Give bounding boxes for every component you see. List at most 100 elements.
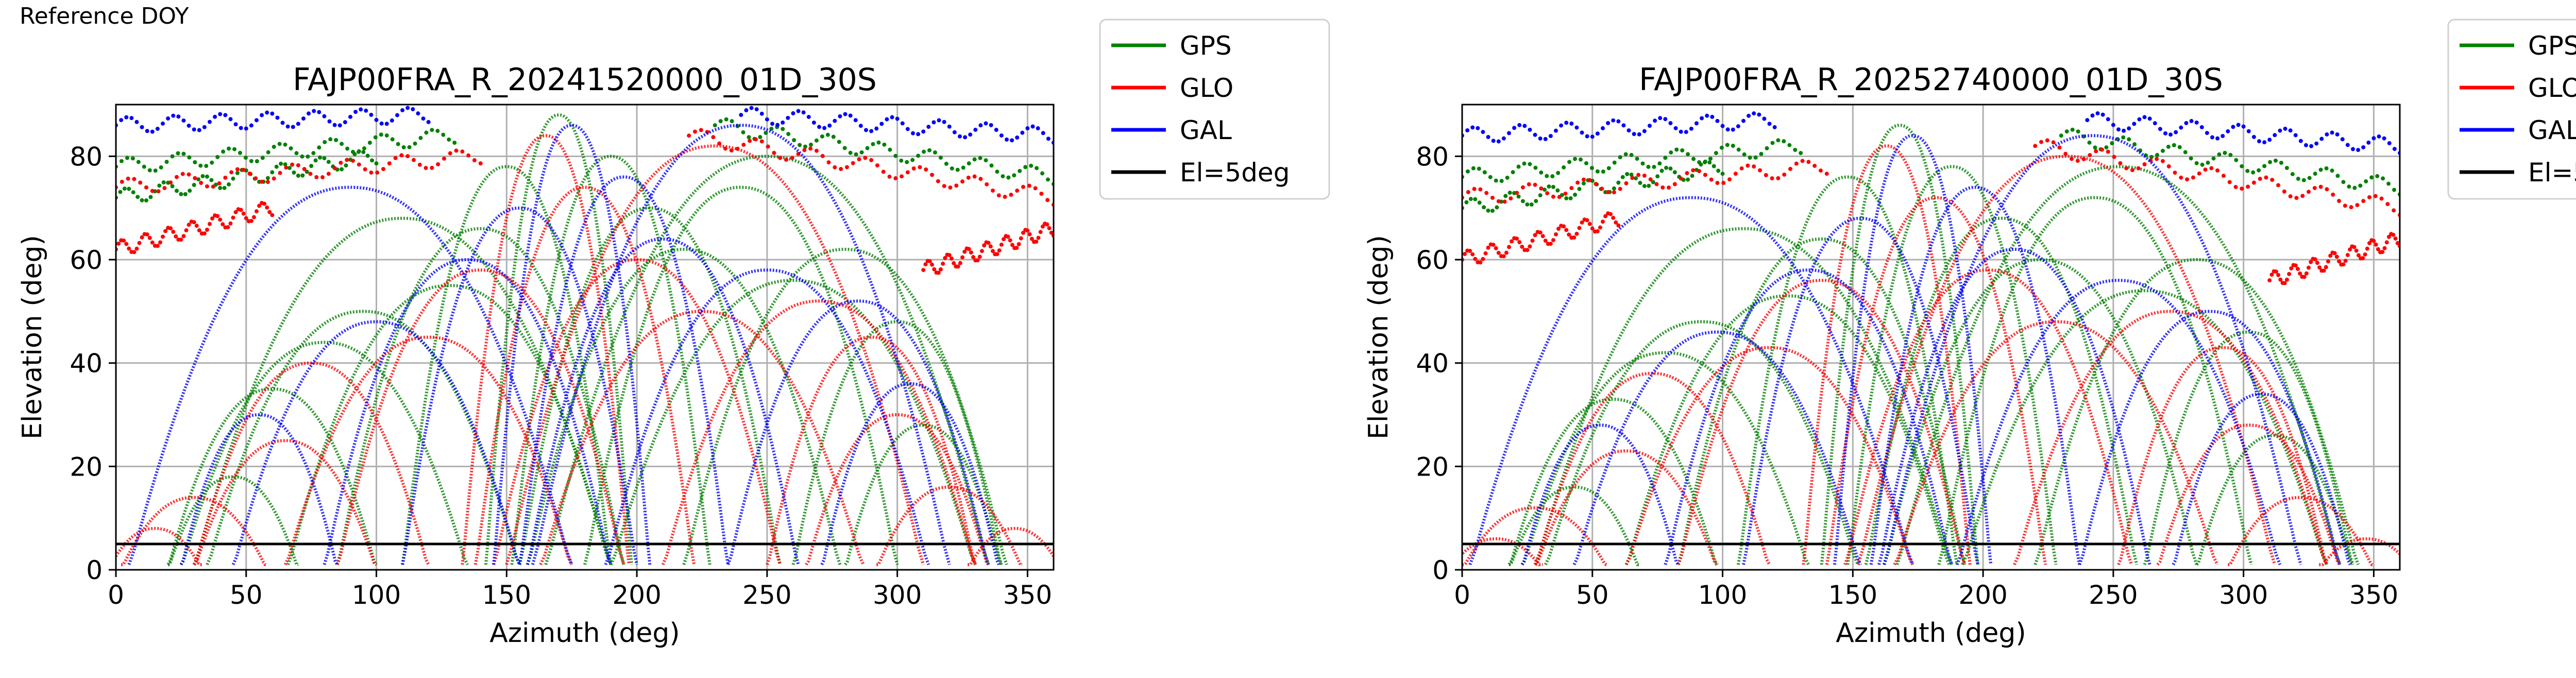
track-point [2304, 271, 2309, 276]
track-point [2122, 128, 2126, 133]
track-point [865, 146, 870, 150]
track-point [2076, 129, 2080, 134]
track-point [1478, 187, 1483, 192]
satellite-track [193, 361, 430, 566]
track-point [1551, 184, 1555, 189]
track-point [155, 126, 160, 131]
track-point [961, 165, 965, 170]
x-tick-label: 50 [1576, 580, 1609, 610]
track-point [158, 240, 162, 245]
track-point [283, 142, 287, 147]
satellite-track [1462, 506, 1608, 566]
track-point [975, 258, 980, 263]
legend: GPS GLO GAL El=5deg [1099, 19, 1330, 200]
track-point [2127, 137, 2131, 142]
track-point [1685, 171, 1689, 176]
satellite-track [518, 206, 782, 565]
track-point [890, 115, 894, 120]
track-point [1545, 191, 1550, 196]
track-point [967, 247, 971, 251]
track-point [320, 175, 325, 180]
track-point [244, 126, 248, 131]
track-point [2226, 129, 2230, 133]
track-point [948, 185, 953, 190]
track-point [213, 114, 217, 119]
track-point [1543, 239, 1548, 243]
track-point [2386, 234, 2391, 239]
satellite-track [820, 382, 1001, 566]
track-point [1470, 125, 1475, 130]
track-point [2121, 135, 2126, 140]
track-point [996, 193, 1001, 198]
track-point [266, 150, 270, 155]
track-point [2282, 189, 2286, 194]
track-point [1752, 111, 1756, 116]
track-point [991, 188, 995, 193]
track-point [941, 261, 945, 266]
legend-label: GLO [1180, 73, 1233, 103]
track-point [1572, 235, 1577, 240]
track-point [1653, 118, 1657, 123]
satellite-track [1676, 279, 1967, 565]
track-point [2392, 188, 2397, 192]
track-point [1545, 174, 1549, 178]
track-point [1691, 157, 1696, 161]
track-point [168, 180, 173, 185]
track-point [1515, 236, 1519, 241]
track-point [312, 109, 316, 113]
track-point [833, 118, 837, 123]
track-point [952, 261, 956, 265]
track-point [1606, 166, 1611, 171]
track-point [2314, 141, 2319, 146]
track-point [1579, 157, 1583, 162]
track-point [265, 176, 270, 180]
track-point [1507, 245, 1511, 249]
track-point [417, 162, 422, 167]
track-point [1614, 220, 1618, 225]
track-point [848, 113, 853, 118]
track-point [1612, 190, 1616, 195]
track-point [2345, 252, 2350, 257]
series-gal [116, 106, 1054, 566]
track-point [1529, 202, 1534, 207]
track-point [1587, 222, 1592, 226]
track-point [2337, 199, 2342, 204]
track-point [2319, 137, 2324, 141]
track-point [1539, 186, 1544, 191]
track-point [379, 132, 383, 137]
track-point [759, 139, 764, 144]
track-point [1624, 181, 1629, 185]
track-point [238, 150, 242, 155]
track-point [209, 178, 214, 182]
track-point [2070, 127, 2075, 132]
track-point [1629, 152, 1634, 157]
track-point [2318, 184, 2323, 189]
track-point [1520, 185, 1525, 190]
track-point [1477, 166, 1481, 171]
track-point [1046, 137, 1050, 141]
y-tick-label: 80 [70, 142, 103, 172]
track-point [1473, 257, 1478, 261]
track-point [978, 177, 983, 181]
track-point [1551, 238, 1555, 243]
track-point [2267, 278, 2272, 283]
track-point [772, 150, 776, 155]
track-point [1538, 136, 1543, 141]
satellite-track [335, 227, 625, 565]
track-point [1547, 184, 1551, 189]
track-point [859, 150, 864, 155]
track-point [2158, 127, 2162, 131]
track-point [2116, 127, 2121, 132]
track-point [1491, 243, 1496, 247]
track-point [2382, 136, 2386, 141]
track-point [2217, 152, 2222, 157]
track-point [193, 176, 197, 180]
track-point [2367, 241, 2372, 245]
track-point [924, 167, 928, 172]
track-point [179, 238, 183, 242]
track-point [290, 162, 295, 167]
satellite-track [1462, 537, 1543, 566]
track-point [393, 156, 398, 160]
track-point [1465, 128, 1470, 133]
